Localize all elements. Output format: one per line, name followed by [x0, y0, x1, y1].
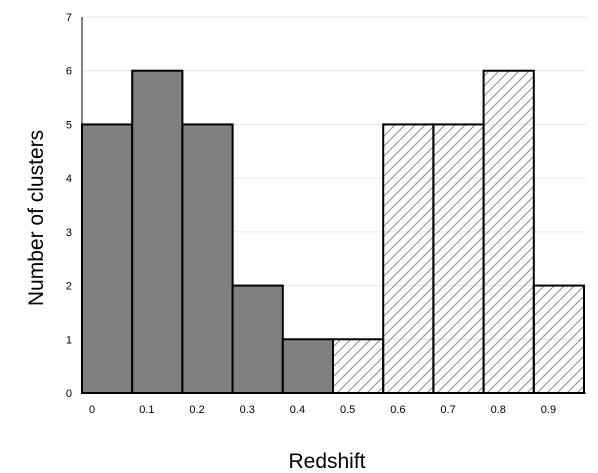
- y-tick-label: 1: [66, 334, 72, 346]
- x-tick-label: 0.1: [139, 404, 154, 416]
- x-tick-label: 0.6: [390, 404, 405, 416]
- y-tick-label: 6: [66, 66, 72, 78]
- bars: [81, 69, 585, 395]
- x-tick-labels: 0 0.1 0.2 0.3 0.4 0.5 0.6 0.7 0.8 0.9: [89, 404, 556, 416]
- bar-solid: [231, 284, 284, 395]
- bar-solid: [131, 69, 184, 394]
- x-tick-label: 0: [89, 404, 95, 416]
- axes: [81, 17, 586, 394]
- bar-hatched: [382, 123, 435, 395]
- bar-hatched: [482, 69, 535, 394]
- y-tick-labels: 0 1 2 3 4 5 6 7: [66, 12, 72, 400]
- y-tick-label: 3: [66, 227, 72, 239]
- bar-solid: [281, 338, 334, 394]
- bar-solid: [81, 123, 134, 395]
- y-tick-label: 7: [66, 12, 72, 24]
- y-tick-label: 2: [66, 281, 72, 293]
- bar-hatched: [432, 123, 485, 395]
- x-tick-label: 0.7: [440, 404, 455, 416]
- bar-hatched: [332, 338, 385, 394]
- x-axis-title: Redshift: [288, 450, 365, 473]
- x-tick-label: 0.3: [240, 404, 255, 416]
- x-tick-label: 0.9: [541, 404, 556, 416]
- y-tick-label: 4: [66, 173, 72, 185]
- x-tick-label: 0.4: [290, 404, 305, 416]
- bar-solid: [181, 123, 234, 395]
- x-tick-label: 0.5: [340, 404, 355, 416]
- y-tick-label: 5: [66, 119, 72, 131]
- x-tick-label: 0.2: [189, 404, 204, 416]
- y-axis-title: Number of clusters: [25, 130, 48, 306]
- bar-hatched: [532, 284, 585, 395]
- y-tick-label: 0: [66, 388, 72, 400]
- x-tick-label: 0.8: [491, 404, 506, 416]
